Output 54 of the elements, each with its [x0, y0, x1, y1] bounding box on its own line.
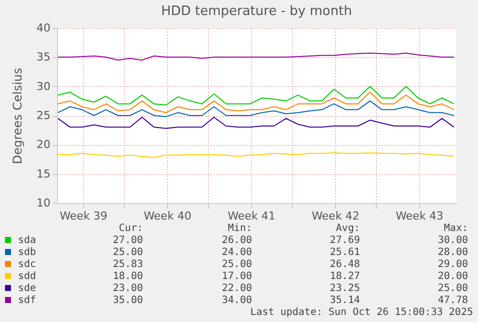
text: 30.00: [438, 235, 468, 246]
y-tick-label: 25: [36, 109, 50, 122]
y-tick-label: 40: [36, 22, 50, 34]
x-tick-label: Week 40: [144, 210, 192, 222]
x-tick-label: Week 43: [396, 210, 444, 222]
line-series: [58, 116, 454, 129]
legend-label: sdb: [18, 247, 36, 258]
x-tick-label: Week 42: [312, 210, 360, 222]
chart-title: HDD temperature - by month: [161, 4, 352, 19]
text: 35.14: [330, 295, 360, 306]
y-axis-title: Degrees Celsius: [10, 68, 25, 164]
line-series: [58, 92, 454, 114]
text: Last update: Sun Oct 26 15:00:33 2025: [250, 307, 473, 318]
text: 29.00: [438, 259, 468, 270]
text: 26.48: [330, 259, 360, 270]
text: 25.83: [112, 259, 143, 270]
text: 17.00: [222, 271, 252, 282]
text: Cur:: [118, 223, 143, 234]
y-tick-label: 30: [36, 80, 50, 93]
legend-label: sdc: [18, 259, 36, 270]
legend-label: sde: [18, 283, 36, 294]
y-tick-label: 20: [36, 138, 50, 152]
line-series: [58, 52, 454, 61]
text: 35.00: [112, 295, 143, 306]
text: 25.00: [222, 259, 252, 270]
text: Min:: [228, 223, 252, 234]
text: 23.25: [330, 283, 360, 294]
line-series: [58, 86, 454, 106]
text: 18.00: [112, 271, 143, 282]
text: 25.00: [112, 247, 143, 258]
text: Avg:: [336, 223, 360, 234]
text: 18.27: [330, 271, 360, 282]
legend-label: sdd: [18, 271, 36, 282]
text: 27.00: [112, 235, 143, 246]
line-series: [58, 100, 454, 118]
text: 27.69: [330, 235, 360, 246]
x-tick-label: Week 39: [60, 210, 108, 222]
text: 47.78: [438, 295, 468, 306]
text: 20.00: [438, 271, 468, 282]
text: 28.00: [438, 247, 468, 258]
text: 23.00: [112, 283, 143, 294]
legend-label: sdf: [18, 295, 36, 306]
text: 24.00: [222, 247, 252, 258]
text: 25.61: [330, 247, 360, 258]
text: 25.00: [438, 283, 468, 294]
legend-label: sda: [18, 235, 36, 246]
y-tick-label: 10: [36, 196, 50, 210]
y-tick-label: 35: [36, 50, 50, 64]
y-tick-label: 15: [36, 167, 50, 180]
text: 34.00: [222, 295, 252, 306]
x-tick-label: Week 41: [228, 210, 276, 222]
text: 26.00: [222, 235, 252, 246]
text: Max:: [444, 223, 468, 234]
text: 22.00: [222, 283, 252, 294]
